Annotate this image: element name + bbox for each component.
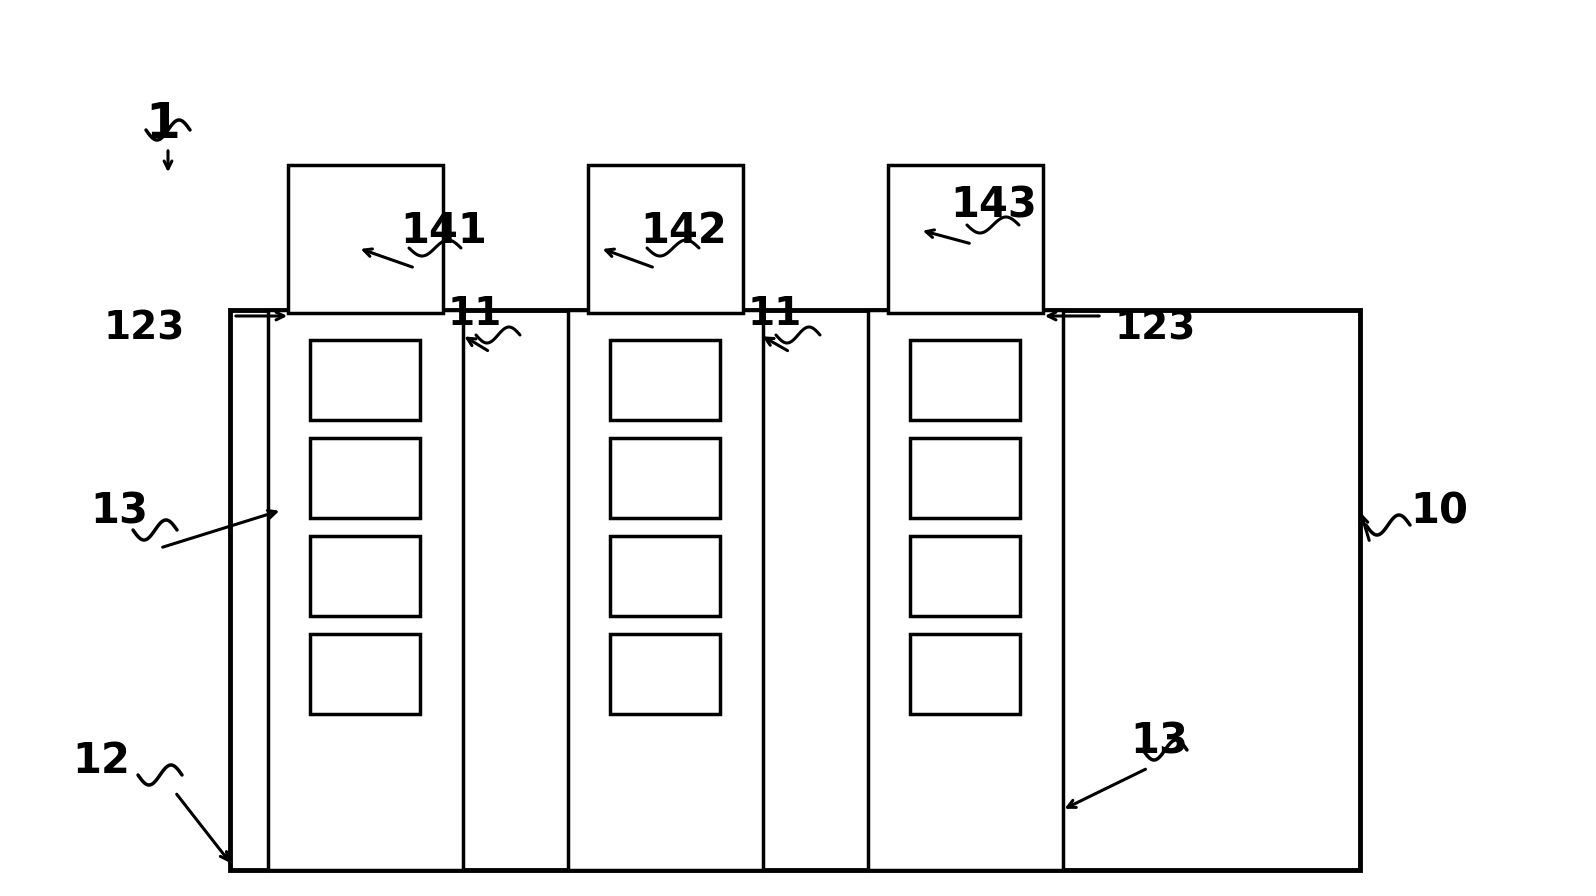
Bar: [268, 310, 463, 870]
Text: 1: 1: [145, 100, 180, 148]
Bar: [568, 310, 763, 870]
Bar: [230, 310, 1360, 870]
Bar: [287, 165, 444, 313]
Text: 142: 142: [640, 210, 726, 252]
Bar: [310, 438, 420, 518]
Text: 11: 11: [749, 295, 803, 333]
Text: 12: 12: [72, 740, 129, 782]
Bar: [910, 536, 1020, 616]
Bar: [587, 165, 744, 313]
Text: 123: 123: [104, 310, 185, 348]
Text: 13: 13: [89, 490, 148, 532]
Bar: [610, 340, 720, 420]
Text: 11: 11: [448, 295, 503, 333]
Bar: [310, 340, 420, 420]
Bar: [868, 310, 1063, 870]
Text: 13: 13: [1130, 720, 1187, 762]
Text: 123: 123: [1116, 310, 1197, 348]
Text: 143: 143: [950, 185, 1037, 227]
Bar: [910, 340, 1020, 420]
Text: 141: 141: [401, 210, 487, 252]
Bar: [910, 634, 1020, 714]
Bar: [610, 536, 720, 616]
Text: 10: 10: [1409, 490, 1468, 532]
Bar: [610, 438, 720, 518]
Bar: [910, 438, 1020, 518]
Bar: [610, 634, 720, 714]
Bar: [310, 634, 420, 714]
Bar: [887, 165, 1044, 313]
Bar: [310, 536, 420, 616]
